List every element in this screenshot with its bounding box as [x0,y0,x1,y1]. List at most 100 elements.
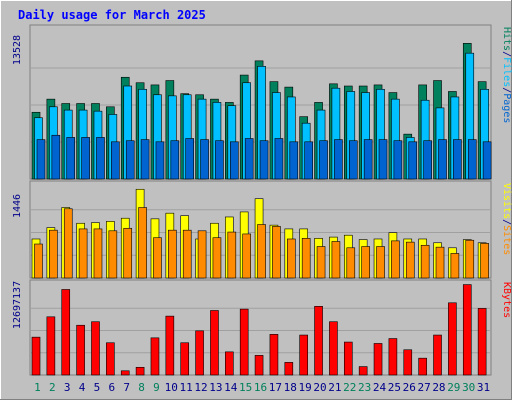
bar-sites-day-18 [287,238,296,279]
y-axis-max-label: 13528 [12,35,23,65]
bar-kbytes-day-29 [448,302,457,376]
bar-kbytes-day-25 [388,338,398,376]
x-tick-label-day-24: 24 [373,381,387,394]
bar-pages-day-30 [467,139,477,180]
x-tick-label-day-4: 4 [79,381,86,394]
x-tick-label-day-13: 13 [209,381,222,394]
panel-visits-sites: 1446 Visits/Sites [12,180,512,279]
x-tick-label-day-26: 26 [403,381,416,394]
x-tick-label-day-9: 9 [153,381,160,394]
bar-sites-day-29 [450,253,460,279]
bar-sites-day-14 [227,231,237,279]
bar-sites-day-30 [465,239,475,279]
bar-kbytes-day-26 [403,349,413,376]
panel-kbytes: 12697137 KBytes [12,279,512,376]
bar-pages-day-28 [438,139,447,180]
legend-sites: Sites [501,225,512,255]
bar-kbytes-day-3 [61,289,71,376]
bar-kbytes-day-23 [358,366,368,376]
bar-kbytes-day-13 [210,310,219,376]
bar-pages-day-22 [348,140,358,180]
bar-sites-day-26 [405,241,415,279]
bar-sites-day-2 [49,229,58,279]
bar-sites-day-28 [435,246,445,279]
bar-kbytes-day-8 [135,366,145,376]
bar-pages-day-13 [215,140,224,180]
x-tick-label-day-1: 1 [34,381,41,394]
bar-pages-day-12 [200,139,209,180]
bar-sites-day-6 [108,230,118,279]
bar-pages-day-9 [155,141,165,180]
series-side-legend: KBytes [501,282,512,318]
bar-pages-day-23 [363,139,373,180]
bar-pages-day-14 [230,141,239,180]
x-tick-label-day-3: 3 [64,381,71,394]
bar-pages-day-5 [96,137,105,180]
bar-sites-day-20 [316,246,326,279]
legend-divider: / [501,87,512,93]
x-tick-label-day-11: 11 [180,381,193,394]
x-tick-label-day-7: 7 [123,381,130,394]
bar-kbytes-day-19 [299,334,308,376]
panel-hits-files-pages: 13528 Hits/Files/Pages [12,24,512,180]
legend-divider: / [501,51,512,57]
legend-files: Files [501,57,512,87]
chart-title: Daily usage for March 2025 [18,8,206,22]
x-tick-label-day-18: 18 [284,381,297,394]
x-tick-label-day-29: 29 [447,381,460,394]
bar-sites-day-10 [168,229,177,279]
bar-kbytes-day-18 [284,362,294,376]
bar-kbytes-day-17 [269,334,279,376]
bar-pages-day-19 [304,141,313,180]
bar-pages-day-21 [334,139,343,180]
legend-kbytes: KBytes [501,282,512,318]
x-tick-label-day-5: 5 [94,381,101,394]
x-tick-label-day-30: 30 [462,381,475,394]
bar-sites-day-31 [480,243,489,279]
bar-sites-day-1 [34,243,43,279]
bar-kbytes-day-7 [120,370,130,376]
bar-kbytes-day-27 [418,357,427,376]
x-tick-label-day-6: 6 [108,381,115,394]
bar-sites-day-15 [242,233,251,279]
bar-sites-day-13 [212,237,222,279]
legend-pages: Pages [501,93,512,123]
bar-sites-day-7 [123,227,133,279]
bar-kbytes-day-2 [46,316,56,376]
legend-divider: / [501,219,512,225]
bar-kbytes-day-22 [343,341,353,376]
x-tick-label-day-21: 21 [328,381,341,394]
bar-pages-day-6 [111,141,120,180]
bar-pages-day-10 [170,140,180,180]
legend-hits: Hits [501,27,512,51]
bar-kbytes-day-5 [91,321,100,376]
bar-kbytes-day-15 [239,308,249,376]
bar-sites-day-21 [331,241,341,279]
x-tick-label-day-14: 14 [224,381,238,394]
x-tick-label-day-12: 12 [194,381,207,394]
bar-pages-day-25 [393,140,403,180]
bar-pages-day-8 [140,139,150,180]
bar-sites-day-24 [376,246,385,279]
x-tick-label-day-19: 19 [298,381,311,394]
bar-sites-day-22 [346,247,356,279]
bar-pages-day-3 [66,137,76,180]
bar-sites-day-16 [257,224,266,279]
bar-pages-day-7 [125,140,135,180]
bar-kbytes-day-16 [254,355,264,376]
bar-kbytes-day-31 [477,308,487,376]
x-tick-label-day-25: 25 [388,381,401,394]
bar-kbytes-day-11 [180,342,190,376]
bar-pages-day-31 [482,141,492,180]
x-tick-label-day-17: 17 [269,381,282,394]
series-side-legend: Visits/Sites [501,183,512,255]
bar-pages-day-1 [36,139,46,180]
x-tick-label-day-28: 28 [432,381,445,394]
y-axis-max-label: 12697137 [12,281,23,329]
bar-sites-day-25 [391,240,400,279]
bar-kbytes-day-10 [165,315,175,376]
bar-sites-day-8 [138,207,147,279]
bar-kbytes-day-4 [76,324,85,376]
